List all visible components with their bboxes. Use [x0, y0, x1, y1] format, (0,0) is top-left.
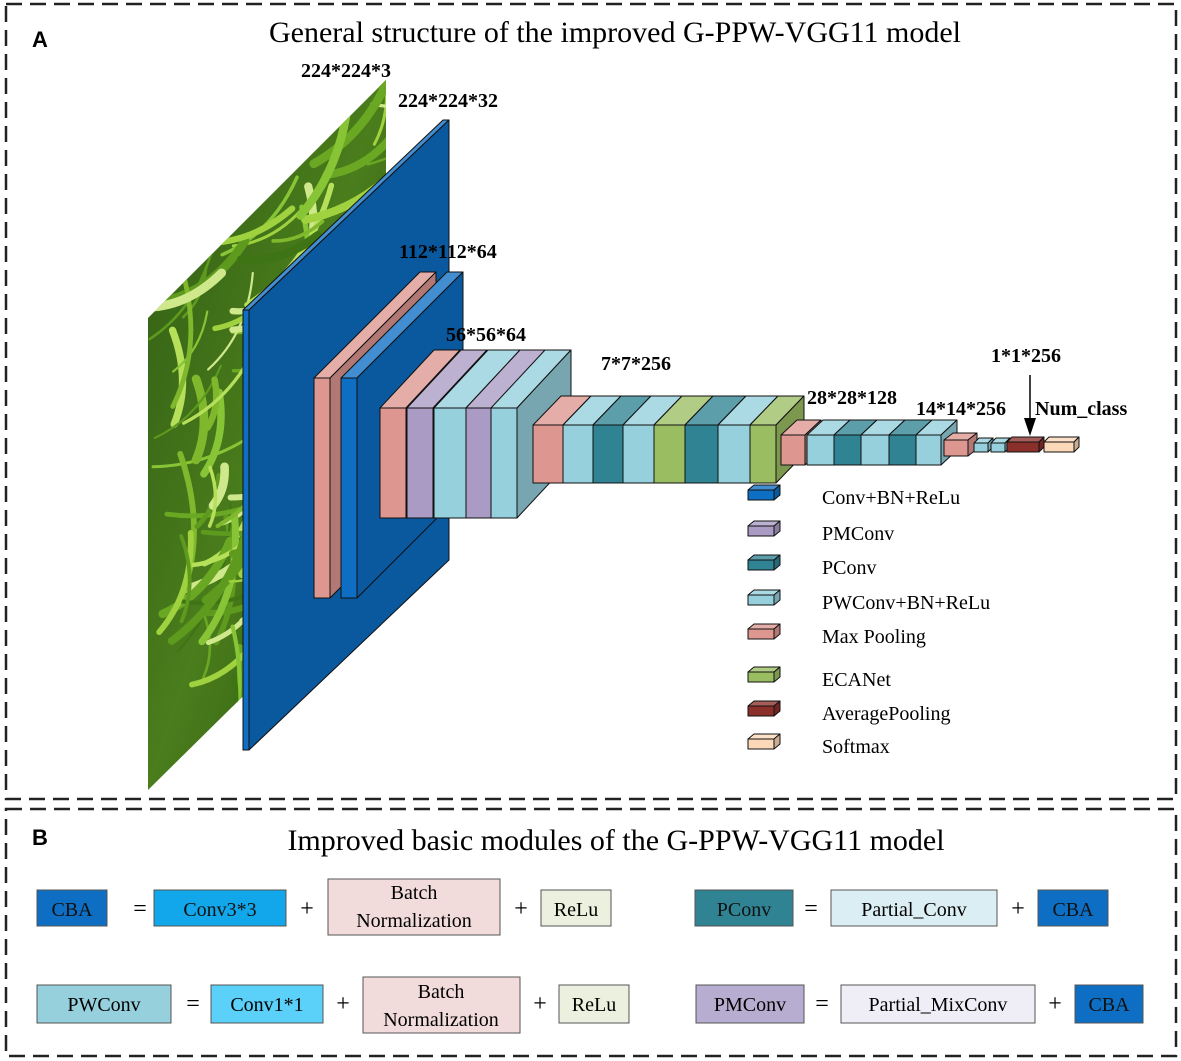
pmconv-cba-box: [1074, 984, 1144, 1024]
dim-label-pool: 1*1*256: [991, 345, 1061, 367]
legend-swatch-averagepooling: [747, 700, 781, 717]
conv1x1-box: [210, 984, 324, 1024]
cba-lhs-box: [36, 889, 108, 927]
pmconv-lhs-label: PMConv: [714, 994, 786, 1016]
pwconv-plus-1: +: [336, 991, 350, 1017]
pool-arrow: [1024, 375, 1036, 436]
legend-swatch-max-pooling: [747, 623, 781, 640]
batch-norm-line2-1: Normalization: [356, 910, 472, 932]
legend-swatch-softmax: [747, 733, 781, 750]
batch-norm-line1-1: Batch: [391, 882, 438, 904]
panel-a-frame: [4, 2, 1178, 801]
relu-box-1: [540, 889, 612, 927]
dim-label-input: 224*224*3: [301, 60, 391, 82]
panel-b-letter: B: [32, 825, 48, 850]
equation-pwconv: PWConv = Conv1*1 + Batch Normalization +…: [36, 976, 630, 1034]
equation-cba: CBA = Conv3*3 + Batch Normalization + Re…: [36, 878, 612, 936]
pconv-cba-box: [1037, 889, 1109, 927]
network-blocks: [242, 119, 1080, 751]
pmconv-cba-label: CBA: [1088, 994, 1130, 1016]
dim-label-stage3: 56*56*64: [446, 324, 526, 346]
pwconv-plus-2: +: [533, 991, 547, 1017]
pmconv-lhs-box: [695, 984, 805, 1024]
batch-norm-box-2: [362, 976, 521, 1034]
pconv-cba-label: CBA: [1052, 899, 1094, 921]
legend-swatch-conv-bn-relu: [747, 484, 781, 501]
legend-label-conv-bn-relu: Conv+BN+ReLu: [822, 487, 960, 509]
cba-plus-1: +: [300, 896, 314, 922]
block-maxpool-stage6: [943, 432, 978, 457]
conv3x3-label: Conv3*3: [183, 899, 256, 921]
equation-pmconv: PMConv = Partial_MixConv + CBA: [695, 984, 1144, 1024]
legend-label-max-pooling: Max Pooling: [822, 626, 926, 648]
pconv-lhs-box: [694, 889, 794, 927]
legend-label-averagepooling: AveragePooling: [822, 703, 951, 725]
pwconv-lhs-box: [36, 984, 172, 1024]
partial-conv-box: [830, 889, 998, 927]
batch-norm-line2-2: Normalization: [383, 1009, 499, 1031]
pmconv-plus: +: [1048, 991, 1062, 1017]
legend-label-pconv: PConv: [822, 557, 876, 579]
relu-label-2: ReLu: [572, 994, 616, 1016]
batch-norm-box-1: [327, 878, 501, 936]
legend-label-ecanet: ECANet: [822, 669, 891, 691]
block-average-pooling: [1006, 436, 1045, 453]
legend-label-pwconv-bn-relu: PWConv+BN+ReLu: [822, 592, 990, 614]
panel-a-title: General structure of the improved G-PPW-…: [269, 16, 961, 49]
cba-equals: =: [133, 896, 147, 922]
dim-label-stage2: 112*112*64: [399, 241, 497, 263]
legend-label-pmconv: PMConv: [822, 523, 894, 545]
legend-swatch-ecanet: [747, 666, 781, 683]
pwconv-equals: =: [186, 991, 200, 1017]
conv1x1-label: Conv1*1: [230, 994, 303, 1016]
pwconv-lhs-label: PWConv: [67, 994, 140, 1016]
block-softmax: [1043, 436, 1080, 453]
pmconv-equals: =: [815, 991, 829, 1017]
pconv-lhs-label: PConv: [717, 899, 771, 921]
block-pwconv-stage6-1: [973, 437, 994, 453]
block-pwconv-stage5-3: [915, 419, 958, 466]
partial-conv-label: Partial_Conv: [861, 899, 967, 921]
partial-mixconv-label: Partial_MixConv: [869, 994, 1008, 1016]
legend-swatch-pconv: [747, 554, 781, 571]
legend: Conv+BN+ReLu PMConv PConv PWConv+BN+ReLu Max…: [747, 484, 990, 758]
dim-label-output: Num_class: [1035, 398, 1127, 420]
legend-swatch-pwconv-bn-relu: [747, 589, 781, 606]
dim-label-stage4: 7*7*256: [601, 353, 671, 375]
pconv-plus: +: [1011, 896, 1025, 922]
panel-b-frame: [4, 807, 1178, 1058]
panel-b-title: Improved basic modules of the G-PPW-VGG1…: [287, 824, 944, 857]
legend-swatch-pmconv: [747, 520, 781, 537]
dim-label-conv1: 224*224*32: [398, 90, 498, 112]
relu-box-2: [558, 984, 630, 1024]
legend-label-softmax: Softmax: [822, 736, 890, 758]
cba-lhs-label: CBA: [51, 899, 93, 921]
batch-norm-line1-2: Batch: [418, 981, 465, 1003]
panel-a-letter: A: [32, 27, 48, 52]
pconv-equals: =: [804, 896, 818, 922]
relu-label-1: ReLu: [554, 899, 598, 921]
partial-mixconv-box: [840, 984, 1036, 1024]
dim-label-stage5: 28*28*128: [807, 387, 897, 409]
equation-pconv: PConv = Partial_Conv + CBA: [694, 889, 1109, 927]
conv3x3-box: [153, 889, 287, 927]
dim-label-stage6: 14*14*256: [916, 398, 1006, 420]
cba-plus-2: +: [514, 896, 528, 922]
